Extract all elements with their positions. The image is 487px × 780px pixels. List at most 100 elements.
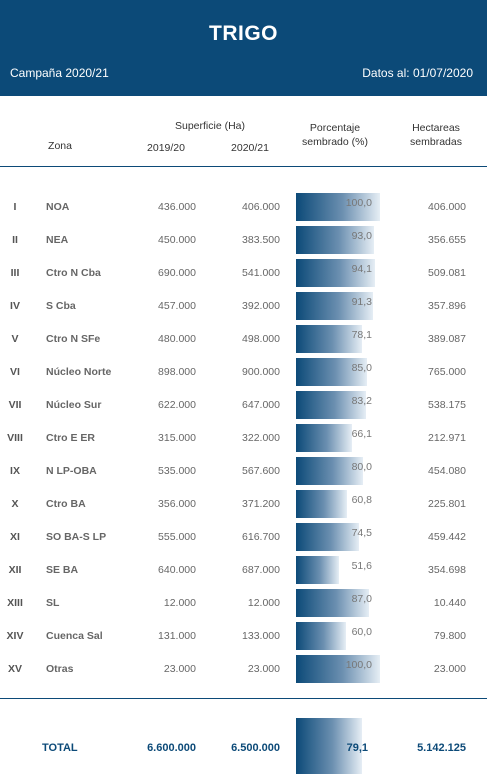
table-row: VIII Ctro E ER 315.000 322.000 66,1 212.971 <box>0 424 487 454</box>
table-row: XV Otras 23.000 23.000 100,0 23.000 <box>0 655 487 685</box>
pct-bar <box>296 523 359 551</box>
table-row: III Ctro N Cba 690.000 541.000 94,1 509.081 <box>0 259 487 289</box>
zone-name: SO BA-S LP <box>46 531 107 543</box>
superficie-2019: 23.000 <box>163 663 196 675</box>
pct-label: 85,0 <box>351 362 372 374</box>
superficie-2020: 23.000 <box>247 663 280 675</box>
table-row: II NEA 450.000 383.500 93,0 356.655 <box>0 226 487 256</box>
hectareas-sembradas: 389.087 <box>428 333 466 345</box>
pct-label: 74,5 <box>351 527 372 539</box>
pct-label: 80,0 <box>351 461 372 473</box>
superficie-header: Superficie (Ha) <box>174 120 246 132</box>
pct-bar <box>296 391 366 419</box>
superficie-2020: 322.000 <box>242 432 280 444</box>
superficie-2019: 640.000 <box>158 564 196 576</box>
pct-label: 94,1 <box>351 263 372 275</box>
pct-label: 87,0 <box>351 593 372 605</box>
hectareas-sembradas: 79.800 <box>433 630 466 642</box>
zone-name: Ctro E ER <box>46 432 96 444</box>
zone-name: Ctro BA <box>46 498 86 510</box>
table-row: V Ctro N SFe 480.000 498.000 78,1 389.087 <box>0 325 487 355</box>
superficie-2020: 647.000 <box>242 399 280 411</box>
table-row: X Ctro BA 356.000 371.200 60,8 225.801 <box>0 490 487 520</box>
superficie-2019: 436.000 <box>158 201 196 213</box>
zone-number: I <box>13 201 17 213</box>
table-row: XI SO BA-S LP 555.000 616.700 74,5 459.442 <box>0 523 487 553</box>
campaign-label: Campaña 2020/21 <box>10 66 109 80</box>
superficie-2020: 383.500 <box>242 234 280 246</box>
pct-bar-cell: 100,0 <box>296 193 386 223</box>
zone-number: VI <box>10 366 20 378</box>
zone-name: Otras <box>46 663 74 675</box>
hectareas-sembradas: 225.801 <box>428 498 466 510</box>
pct-bar <box>296 490 348 518</box>
superficie-2019: 356.000 <box>158 498 196 510</box>
superficie-2020: 900.000 <box>242 366 280 378</box>
table-row: VI Núcleo Norte 898.000 900.000 85,0 765.000 <box>0 358 487 388</box>
superficie-2019: 622.000 <box>158 399 196 411</box>
zone-number: III <box>10 267 20 279</box>
page-title: TRIGO <box>209 22 278 45</box>
hectareas-sembradas: 212.971 <box>428 432 466 444</box>
pct-bar-cell: 85,0 <box>296 358 386 388</box>
total-divider <box>0 698 487 699</box>
pct-bar <box>296 325 362 353</box>
pct-bar-cell: 83,2 <box>296 391 386 421</box>
superficie-2020: 498.000 <box>242 333 280 345</box>
pct-label: 78,1 <box>351 329 372 341</box>
zone-number: XII <box>8 564 22 576</box>
pct-bar-cell: 60,8 <box>296 490 386 520</box>
hectareas-sembradas: 459.442 <box>428 531 466 543</box>
superficie-2020: 133.000 <box>242 630 280 642</box>
pct-label: 83,2 <box>351 395 372 407</box>
superficie-2020: 392.000 <box>242 300 280 312</box>
hectareas-sembradas: 538.175 <box>428 399 466 411</box>
hectareas-sembradas: 10.440 <box>433 597 466 609</box>
pct-bar <box>296 424 352 452</box>
zona-header: Zona <box>48 140 72 152</box>
zone-number: X <box>11 498 19 510</box>
zone-name: NOA <box>46 201 70 213</box>
pct-label: 93,0 <box>351 230 372 242</box>
porcentaje-header-l2: sembrado (%) <box>302 136 368 148</box>
superficie-2020: 12.000 <box>247 597 280 609</box>
pct-bar <box>296 556 340 584</box>
zone-name: N LP-OBA <box>46 465 97 477</box>
pct-bar-cell: 60,0 <box>296 622 386 652</box>
pct-bar-cell: 80,0 <box>296 457 386 487</box>
pct-label: 100,0 <box>345 659 372 671</box>
superficie-2019: 555.000 <box>158 531 196 543</box>
zone-number: XV <box>7 663 22 675</box>
pct-bar-cell: 94,1 <box>296 259 386 289</box>
hectareas-sembradas: 23.000 <box>433 663 466 675</box>
pct-bar <box>296 193 380 221</box>
zone-number: IX <box>10 465 20 477</box>
pct-bar-cell: 74,5 <box>296 523 386 553</box>
pct-bar-cell: 66,1 <box>296 424 386 454</box>
table-row: XII SE BA 640.000 687.000 51,6 354.698 <box>0 556 487 586</box>
pct-bar <box>296 226 375 254</box>
zone-number: XIV <box>6 630 24 642</box>
superficie-2019: 450.000 <box>158 234 196 246</box>
superficie-2019: 480.000 <box>158 333 196 345</box>
zone-name: S Cba <box>46 300 76 312</box>
superficie-2019: 131.000 <box>158 630 196 642</box>
superficie-2020: 406.000 <box>242 201 280 213</box>
zone-number: V <box>11 333 19 345</box>
hectareas-header-l2: sembradas <box>410 136 462 148</box>
hectareas-sembradas: 356.655 <box>428 234 466 246</box>
zone-name: NEA <box>46 234 69 246</box>
superficie-2019: 535.000 <box>158 465 196 477</box>
total-pct-label: 79,1 <box>346 742 368 754</box>
hectareas-sembradas: 765.000 <box>428 366 466 378</box>
superficie-2020: 567.600 <box>242 465 280 477</box>
zone-name: Núcleo Sur <box>46 399 102 411</box>
hectareas-sembradas: 509.081 <box>428 267 466 279</box>
zone-name: Núcleo Norte <box>46 366 112 378</box>
pct-bar <box>296 358 368 386</box>
table-row: XIV Cuenca Sal 131.000 133.000 60,0 79.800 <box>0 622 487 652</box>
pct-bar-cell: 91,3 <box>296 292 386 322</box>
header-divider <box>0 166 487 167</box>
hectareas-sembradas: 354.698 <box>428 564 466 576</box>
superficie-2020: 616.700 <box>242 531 280 543</box>
